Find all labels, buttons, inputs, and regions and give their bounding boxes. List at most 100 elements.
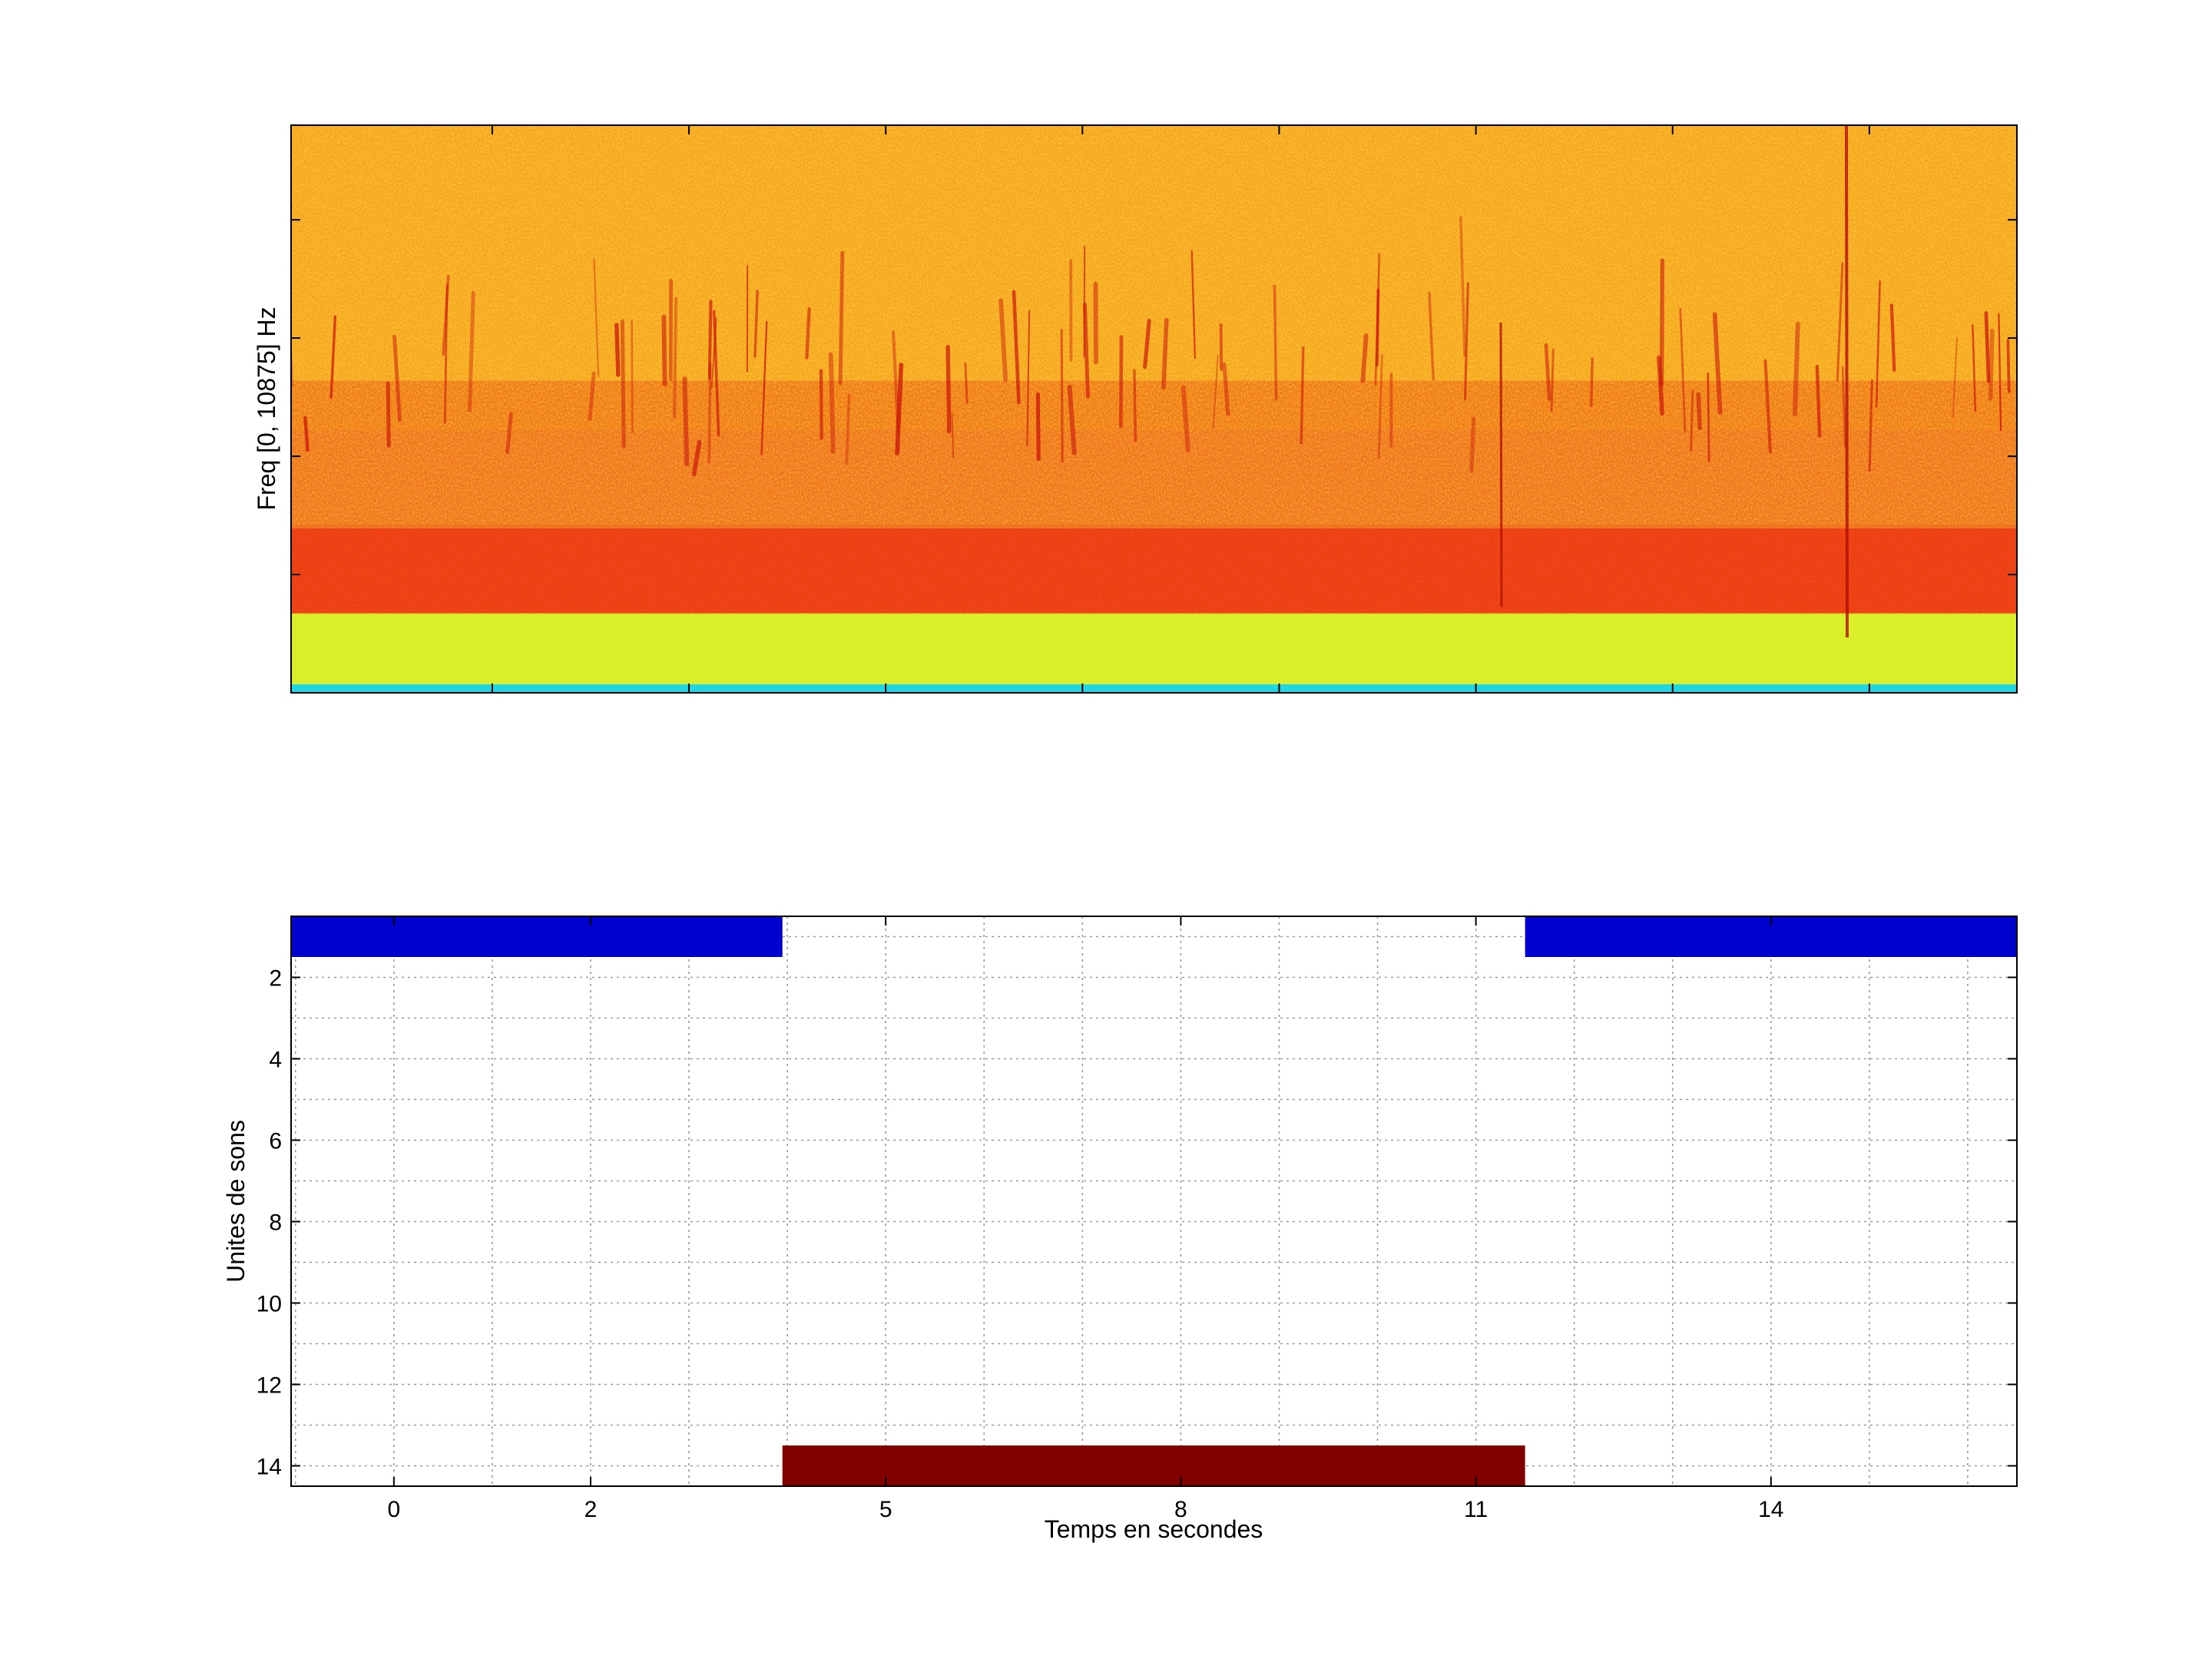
spectrogram-streak bbox=[593, 257, 600, 378]
spectrogram-streak bbox=[620, 319, 626, 449]
spectrogram-streak bbox=[505, 412, 513, 455]
spectrogram-streak bbox=[707, 300, 713, 380]
spectrogram-panel: Freq [0, 10875] Hz bbox=[253, 124, 2018, 694]
spectrogram-streak bbox=[1998, 313, 2002, 432]
spectrogram-streak bbox=[392, 335, 402, 422]
spectrogram-streak bbox=[1836, 262, 1844, 382]
spectrogram-streak bbox=[303, 416, 310, 452]
spectrogram-streak bbox=[1659, 258, 1664, 387]
timeline-x-tick-label: 11 bbox=[1464, 1497, 1488, 1522]
timeline-y-tick-label: 4 bbox=[269, 1048, 282, 1073]
spectrogram-streak bbox=[1550, 348, 1555, 412]
spectrogram-streak bbox=[588, 371, 596, 422]
spectrogram-streak bbox=[1082, 302, 1090, 399]
timeline-y-tick-label: 12 bbox=[257, 1373, 282, 1399]
spectrogram-streak bbox=[1300, 346, 1305, 445]
spectrogram-streak bbox=[1067, 384, 1077, 455]
timeline-x-tick-label: 5 bbox=[879, 1497, 892, 1522]
timeline-y-tick-label: 2 bbox=[269, 966, 282, 992]
spectrogram-streak bbox=[1428, 291, 1435, 381]
spectrogram-streak bbox=[1590, 357, 1594, 407]
spectrogram-streak bbox=[691, 439, 702, 477]
timeline-x-axis-label: Temps en secondes bbox=[1045, 1515, 1263, 1543]
timeline-bars bbox=[291, 916, 2017, 1486]
spectrogram-streak bbox=[1544, 343, 1551, 401]
spectrogram-band-1 bbox=[291, 613, 2017, 684]
spectrogram-streak bbox=[1012, 290, 1021, 405]
spectrogram-band-0 bbox=[291, 684, 2017, 693]
spectrogram-streak bbox=[712, 310, 720, 437]
spectrogram-streak bbox=[1763, 359, 1773, 454]
timeline-frame bbox=[290, 916, 2018, 1487]
spectrogram-streak bbox=[1657, 355, 1664, 416]
spectrogram-streak bbox=[1222, 362, 1230, 416]
spectrogram-streak bbox=[443, 284, 449, 425]
timeline-y-tick-label: 10 bbox=[257, 1292, 282, 1317]
timeline-ticks bbox=[291, 916, 2017, 1486]
timeline-background bbox=[291, 916, 2017, 1486]
spectrogram-streak bbox=[805, 306, 811, 359]
spectrogram-streak bbox=[1143, 319, 1151, 369]
spectrogram-streak bbox=[838, 250, 845, 386]
spectrogram-streak bbox=[1988, 329, 1995, 401]
spectrogram-streak bbox=[1459, 216, 1466, 357]
spectrogram-streak bbox=[1212, 354, 1219, 429]
spectrogram-streak bbox=[1133, 369, 1137, 442]
spectrogram-ticks bbox=[291, 125, 2017, 693]
spectrogram-streak bbox=[707, 363, 712, 464]
spectrogram-streak bbox=[329, 315, 337, 399]
timeline-x-tick-label: 14 bbox=[1758, 1497, 1783, 1522]
spectrogram-streak bbox=[1875, 280, 1881, 408]
spectrogram-streak bbox=[1984, 311, 1991, 383]
spectrogram-streak bbox=[1360, 333, 1369, 383]
spectrogram-streak bbox=[845, 393, 851, 465]
spectrogram-streak bbox=[682, 376, 690, 467]
spectrogram-y-axis-label: Freq [0, 10875] Hz bbox=[253, 306, 280, 510]
spectrogram-streak bbox=[1026, 310, 1031, 447]
spectrogram-streak bbox=[1712, 312, 1723, 416]
timeline-y-tick-labels: 2 4 6 8 10 12 14 bbox=[257, 966, 282, 1480]
spectrogram-streak bbox=[673, 296, 678, 419]
spectrogram-streak bbox=[467, 290, 475, 412]
spectrogram-streak bbox=[828, 352, 836, 454]
spectrogram-streak bbox=[1707, 372, 1710, 462]
timeline-x-tick-labels: 0 2 5 8 11 14 bbox=[387, 1497, 1783, 1522]
spectrogram-streak bbox=[819, 369, 823, 440]
spectrogram-streak bbox=[1845, 125, 1849, 638]
spectrogram-streak bbox=[1868, 379, 1873, 472]
spectrogram-streak bbox=[1499, 322, 1503, 608]
spectrogram-streak bbox=[1060, 329, 1064, 463]
timeline-y-tick-label: 6 bbox=[269, 1129, 282, 1154]
spectrogram-streak bbox=[1469, 416, 1476, 473]
spectrogram-streak bbox=[614, 323, 621, 377]
spectrogram-streak bbox=[1696, 392, 1702, 431]
spectrogram-streak bbox=[1181, 385, 1190, 452]
spectrogram-streaks bbox=[291, 125, 2011, 638]
spectrogram-streak bbox=[1273, 284, 1278, 401]
spectrogram-streak bbox=[760, 320, 768, 455]
spectrogram-streak bbox=[1679, 307, 1687, 432]
spectrogram-streak bbox=[951, 412, 955, 459]
spectrogram-streak bbox=[1815, 364, 1822, 438]
spectrogram-texture bbox=[291, 125, 2017, 638]
spectrogram-streak bbox=[1377, 353, 1383, 459]
timeline-y-tick-label: 8 bbox=[269, 1210, 282, 1236]
spectrogram-streak bbox=[1889, 303, 1896, 373]
spectrogram-streak bbox=[386, 381, 391, 448]
spectrogram-streak bbox=[1190, 250, 1197, 359]
timeline-segment-1 bbox=[782, 1445, 1525, 1486]
timeline-y-tick-label: 14 bbox=[257, 1455, 282, 1480]
spectrogram-streak bbox=[1690, 389, 1694, 452]
spectrogram-streak bbox=[1972, 324, 1977, 412]
spectrogram-streak bbox=[442, 274, 450, 356]
spectrogram-streak bbox=[1376, 288, 1380, 367]
spectrogram-streak bbox=[1463, 282, 1469, 401]
spectrogram-streak bbox=[753, 290, 759, 358]
spectrogram-streak bbox=[631, 320, 634, 433]
spectrogram-streak bbox=[1793, 321, 1800, 416]
timeline-y-axis-label: Unites de sons bbox=[222, 1120, 250, 1283]
timeline-x-tick-label: 8 bbox=[1174, 1497, 1187, 1522]
timeline-panel: 0 2 5 8 11 14 2 4 6 8 10 12 14 Temps en secondes Un… bbox=[222, 916, 2018, 1543]
timeline-grid bbox=[291, 916, 2017, 1486]
